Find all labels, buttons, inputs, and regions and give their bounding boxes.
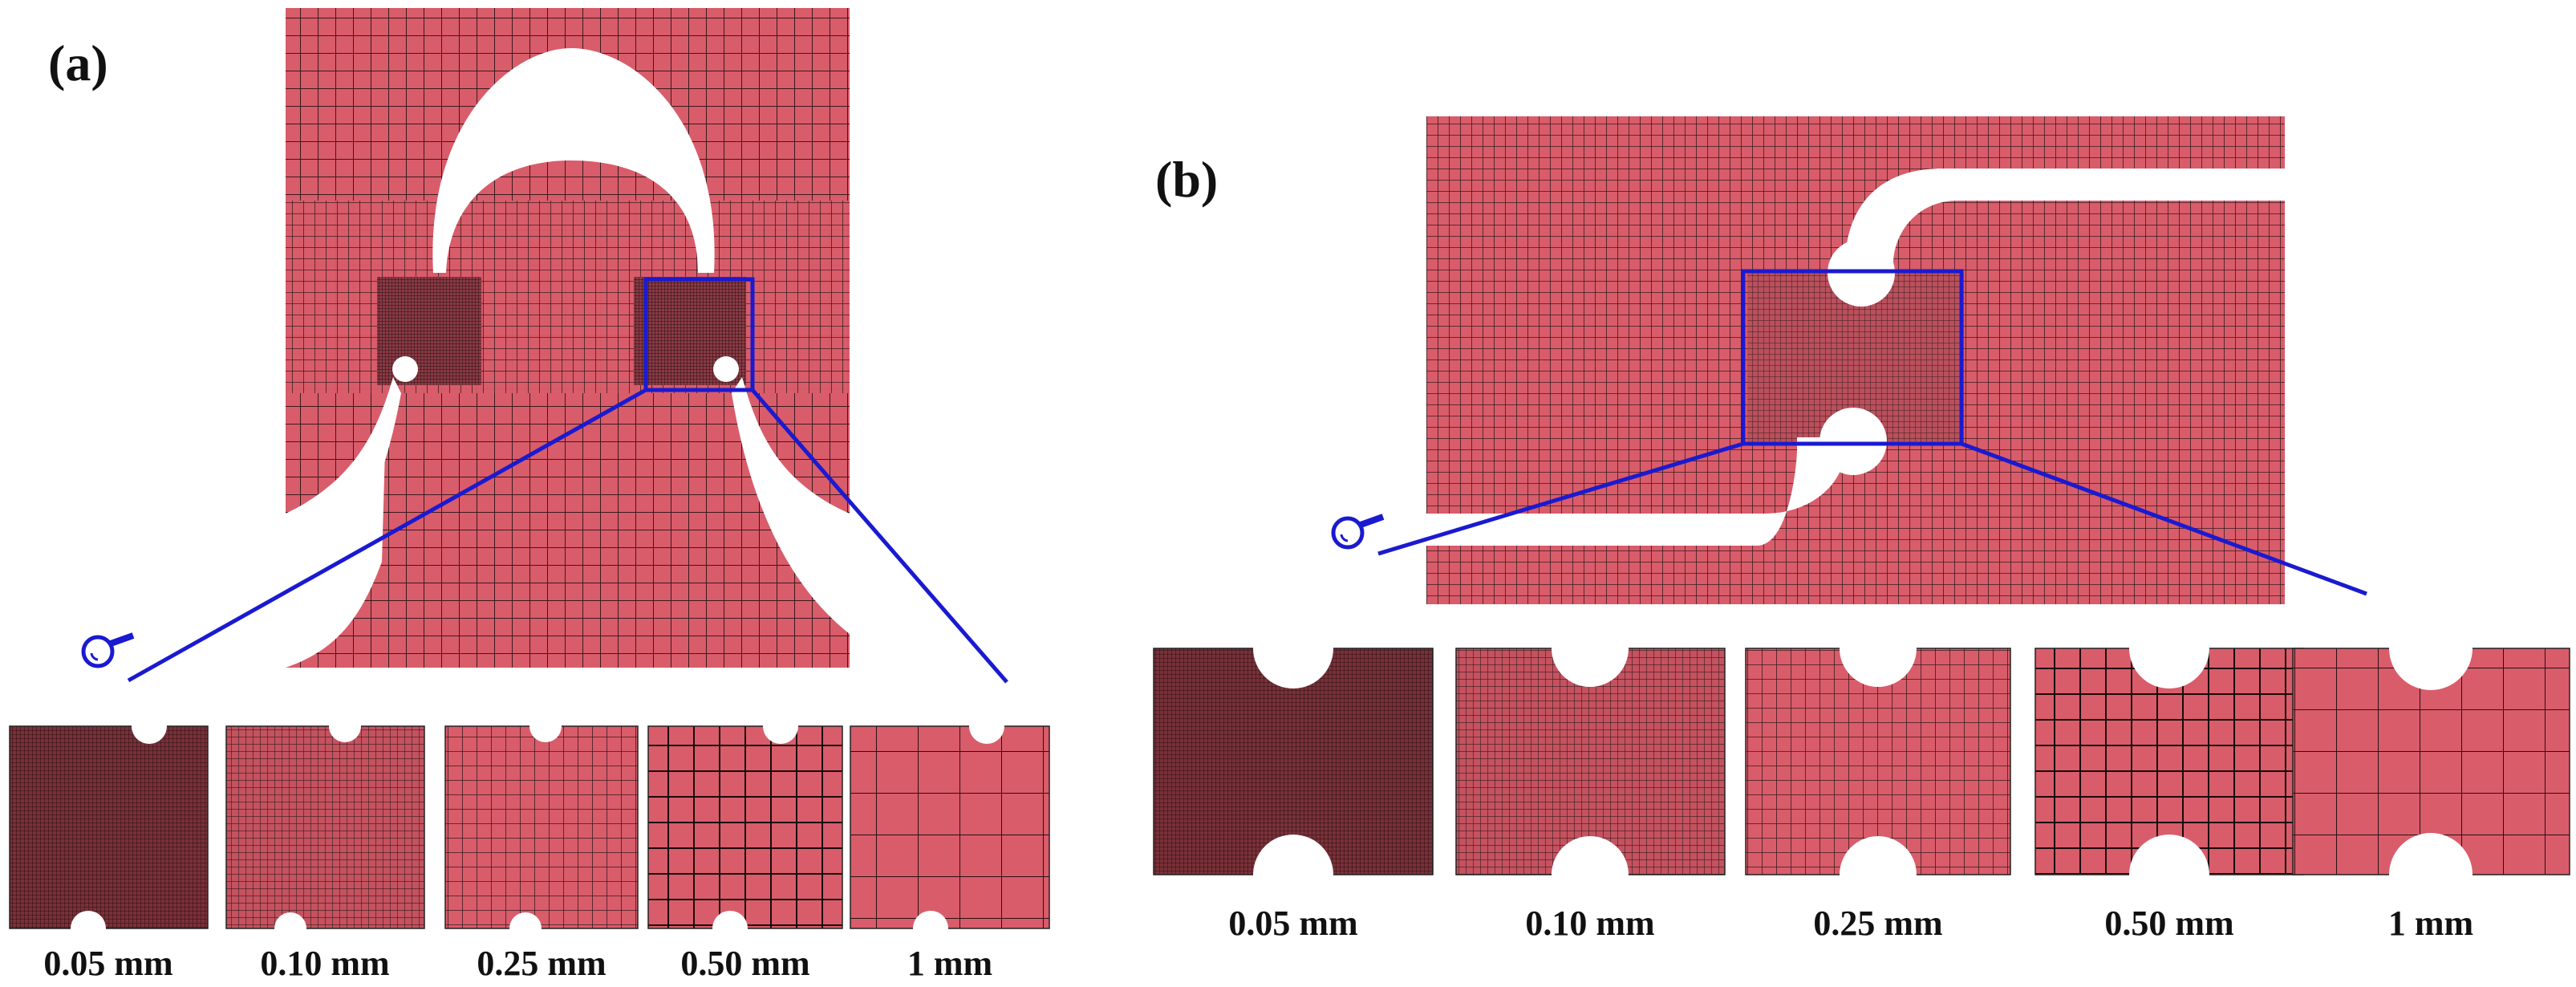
size-label-b-5: 1 mm [2388,904,2473,943]
panel-b-zoom-line-left [1377,441,1744,556]
size-label-a-3: 0.25 mm [477,944,606,983]
inset-a-1 [9,709,209,946]
size-label-b-3: 0.25 mm [1813,904,1942,943]
inset-a-5 [850,709,1050,946]
panel-b-zoom-line-right [1961,441,2367,596]
panel-b: (b) [1153,116,2570,943]
inset-a-2 [225,710,425,944]
panel-a-mesh-insets [9,709,1050,946]
magnifier-icon [1331,514,1385,550]
size-label-a-5: 1 mm [907,944,992,983]
panel-a-zoom-line-right [751,388,1008,684]
size-label-b-2: 0.10 mm [1525,904,1654,943]
inset-a-3 [444,710,639,944]
inset-a-4 [647,709,843,946]
inset-b-4 [2034,608,2304,915]
magnifier-icon [81,632,135,668]
panel-a-zoom-line-left [127,388,647,683]
inset-b-2 [1455,610,1726,913]
size-label-b-4: 0.50 mm [2104,904,2233,943]
size-label-a-4: 0.50 mm [680,944,809,983]
panel-a-zoom-box [643,277,755,392]
inset-b-5 [2292,607,2570,916]
panel-b-mesh-insets [1153,607,2570,916]
panel-a-label: (a) [48,35,108,91]
panel-a-size-labels: 0.05 mm 0.10 mm 0.25 mm 0.50 mm 1 mm [43,944,992,983]
panel-b-specimen-mesh [1426,116,2285,604]
panel-b-label: (b) [1155,151,1218,208]
panel-a: (a) [9,8,1050,983]
size-label-a-1: 0.05 mm [43,944,172,983]
size-label-b-1: 0.05 mm [1228,904,1357,943]
panel-b-zoom-box [1741,269,1964,446]
panel-a-specimen-mesh [286,8,850,668]
panel-b-size-labels: 0.05 mm 0.10 mm 0.25 mm 0.50 mm 1 mm [1228,904,2473,943]
size-label-a-2: 0.10 mm [260,944,389,983]
inset-b-3 [1745,610,2011,913]
inset-b-1 [1153,608,1434,915]
